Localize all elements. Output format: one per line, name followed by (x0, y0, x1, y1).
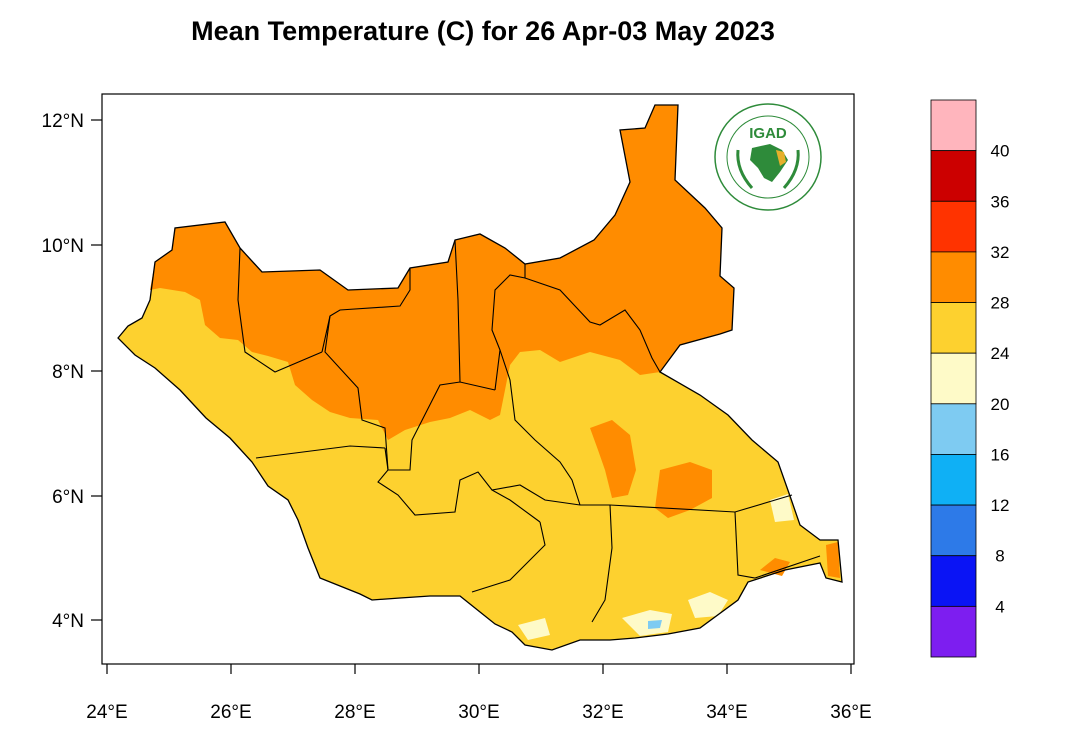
temperature-zone-20-24 (688, 592, 728, 618)
temperature-zone-28-32 (760, 558, 790, 576)
colorbar-swatch (930, 454, 977, 506)
x-tick-label: 28°E (334, 702, 375, 723)
igad-logo: IGAD (714, 103, 822, 211)
laurel-right-icon (782, 149, 800, 189)
colorbar-swatch (930, 504, 977, 557)
colorbar-label: 32 (991, 243, 1010, 262)
x-tick-label: 32°E (582, 702, 623, 723)
laurel-left-icon (736, 149, 754, 189)
temperature-zone-20-24 (770, 494, 794, 522)
x-tick-label: 34°E (706, 702, 747, 723)
colorbar-swatch (930, 302, 977, 354)
temperature-zone-28-32 (590, 420, 636, 498)
y-tick-label: 6°N (52, 487, 84, 508)
temperature-zone-20-24 (518, 618, 550, 640)
colorbar-label: 16 (991, 445, 1010, 464)
page-title: Mean Temperature (C) for 26 Apr-03 May 2… (191, 16, 775, 46)
x-ticks (106, 664, 852, 674)
colorbar-label: 12 (991, 496, 1010, 515)
y-ticks (91, 119, 102, 621)
colorbar-swatch (930, 251, 977, 303)
logo-text: IGAD (749, 125, 787, 142)
temperature-zone-28-32 (655, 462, 712, 518)
temperature-zone-20-24 (622, 610, 672, 636)
colorbar-swatch (930, 200, 977, 253)
colorbar-label: 20 (991, 395, 1010, 414)
plot-frame (101, 93, 855, 665)
colorbar-swatch (930, 605, 977, 658)
temperature-zone-28-32 (150, 105, 734, 440)
colorbar-label: 4 (995, 597, 1004, 616)
colorbar-label: 28 (991, 294, 1010, 313)
country-border (117, 104, 843, 651)
x-tick-label: 24°E (86, 702, 127, 723)
colorbar-label: 24 (991, 344, 1010, 363)
colorbar: 40 36 32 28 24 20 16 12 8 4 (930, 99, 1010, 658)
colorbar-swatch (930, 99, 977, 152)
y-tick-label: 4°N (52, 611, 84, 632)
temperature-zone-16-20 (648, 620, 662, 629)
colorbar-swatch (930, 352, 977, 405)
x-tick-label: 36°E (830, 702, 871, 723)
temperature-zone-28-32 (826, 542, 840, 578)
state-borders (237, 239, 821, 623)
colorbar-swatch (930, 555, 977, 607)
colorbar-swatch (930, 403, 977, 455)
x-tick-label: 26°E (210, 702, 251, 723)
x-tick-label: 30°E (458, 702, 499, 723)
colorbar-label: 40 (991, 142, 1010, 161)
colorbar-label: 8 (995, 547, 1004, 566)
colorbar-label: 36 (991, 192, 1010, 211)
colorbar-swatch (930, 150, 977, 202)
y-tick-label: 10°N (42, 236, 84, 257)
y-tick-label: 12°N (42, 111, 84, 132)
y-tick-label: 8°N (52, 362, 84, 383)
